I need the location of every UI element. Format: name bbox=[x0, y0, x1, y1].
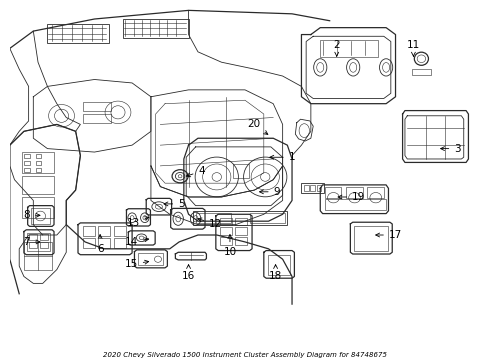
Bar bbox=[220, 218, 232, 225]
Bar bbox=[412, 69, 431, 75]
Text: 10: 10 bbox=[223, 235, 237, 257]
Text: 6: 6 bbox=[97, 235, 103, 254]
Bar bbox=[83, 102, 111, 111]
Bar bbox=[83, 114, 111, 123]
Text: 16: 16 bbox=[182, 265, 195, 282]
Bar bbox=[28, 242, 37, 248]
Text: 13: 13 bbox=[126, 217, 149, 228]
Bar bbox=[22, 197, 54, 218]
Bar bbox=[28, 234, 37, 240]
Text: 19: 19 bbox=[338, 192, 366, 202]
Bar bbox=[98, 238, 110, 248]
Bar bbox=[368, 187, 384, 198]
Bar bbox=[83, 238, 95, 248]
Bar bbox=[36, 168, 41, 172]
Bar bbox=[304, 185, 309, 192]
Bar bbox=[325, 199, 386, 211]
Text: 20: 20 bbox=[247, 120, 268, 134]
Bar bbox=[36, 154, 41, 158]
Text: 14: 14 bbox=[124, 237, 148, 247]
Bar bbox=[83, 226, 95, 236]
Bar bbox=[24, 168, 29, 172]
Bar bbox=[22, 152, 54, 173]
Bar bbox=[325, 187, 342, 198]
Bar bbox=[24, 161, 29, 165]
Text: 3: 3 bbox=[441, 144, 461, 154]
Text: 9: 9 bbox=[260, 187, 280, 197]
Bar bbox=[250, 212, 285, 223]
Bar bbox=[235, 237, 247, 245]
Bar bbox=[220, 237, 232, 245]
Bar bbox=[138, 253, 163, 265]
Bar bbox=[233, 164, 249, 178]
Text: 2: 2 bbox=[333, 40, 340, 56]
Text: 7: 7 bbox=[24, 237, 40, 247]
Bar bbox=[196, 212, 231, 223]
Text: 15: 15 bbox=[124, 260, 148, 269]
Bar bbox=[24, 154, 29, 158]
Bar bbox=[24, 242, 52, 270]
Bar bbox=[114, 226, 126, 236]
Bar bbox=[301, 183, 324, 193]
Bar bbox=[320, 40, 378, 57]
Bar bbox=[48, 24, 109, 43]
Bar bbox=[220, 228, 232, 235]
Text: 4: 4 bbox=[186, 166, 205, 177]
Bar bbox=[27, 233, 50, 251]
Text: 1: 1 bbox=[270, 152, 295, 162]
Text: 12: 12 bbox=[198, 218, 222, 229]
Bar bbox=[114, 238, 126, 248]
Bar bbox=[31, 208, 50, 224]
Bar bbox=[193, 211, 287, 225]
Bar bbox=[22, 176, 54, 194]
Text: 2020 Chevy Silverado 1500 Instrument Cluster Assembly Diagram for 84748675: 2020 Chevy Silverado 1500 Instrument Clu… bbox=[103, 352, 387, 358]
Bar bbox=[268, 255, 290, 275]
Text: 17: 17 bbox=[376, 230, 402, 240]
Bar bbox=[36, 161, 41, 165]
Bar bbox=[310, 185, 315, 192]
Bar bbox=[354, 226, 388, 251]
Bar bbox=[40, 234, 49, 240]
Bar bbox=[122, 19, 189, 38]
Bar bbox=[346, 187, 363, 198]
Bar bbox=[317, 185, 321, 192]
Text: 5: 5 bbox=[164, 199, 185, 209]
Bar bbox=[98, 226, 110, 236]
Bar bbox=[235, 218, 247, 225]
Text: 18: 18 bbox=[269, 265, 282, 282]
Bar bbox=[40, 242, 49, 248]
Bar bbox=[235, 228, 247, 235]
Text: 11: 11 bbox=[407, 40, 420, 56]
Text: 8: 8 bbox=[24, 210, 40, 220]
